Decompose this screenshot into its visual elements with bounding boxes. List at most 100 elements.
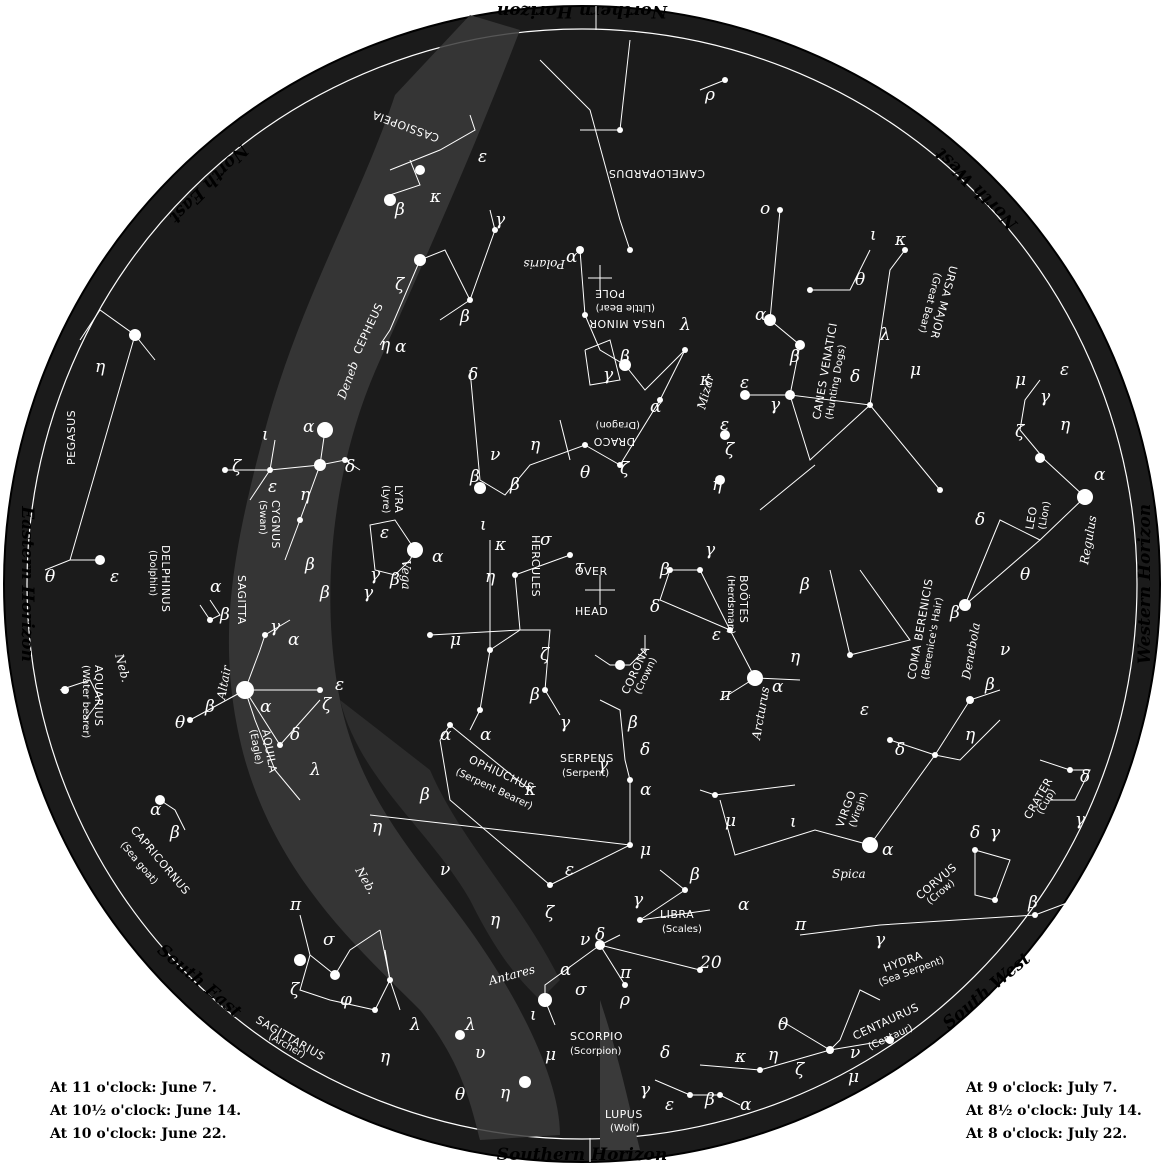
star-polaris bbox=[576, 246, 584, 254]
svg-text:β: β bbox=[984, 675, 995, 695]
svg-text:π: π bbox=[289, 895, 302, 915]
star-arcturus bbox=[747, 670, 763, 686]
label-libra: LIBRA bbox=[660, 908, 694, 921]
svg-text:τ: τ bbox=[575, 557, 585, 577]
svg-text:ι: ι bbox=[262, 425, 269, 445]
star bbox=[330, 970, 340, 980]
svg-text:θ: θ bbox=[855, 270, 865, 290]
svg-text:ρ: ρ bbox=[704, 85, 715, 105]
label-bootes-sub: (Herdsman) bbox=[725, 575, 736, 634]
svg-text:γ: γ bbox=[990, 823, 1001, 843]
star bbox=[740, 390, 750, 400]
svg-text:β: β bbox=[949, 603, 960, 623]
svg-text:γ: γ bbox=[1075, 810, 1086, 830]
svg-text:γ: γ bbox=[640, 1080, 651, 1100]
star bbox=[455, 1030, 465, 1040]
svg-text:ζ: ζ bbox=[620, 459, 631, 479]
star-regulus bbox=[1077, 489, 1093, 505]
svg-text:ε: ε bbox=[478, 147, 487, 167]
svg-text:β: β bbox=[304, 555, 315, 575]
star-vega bbox=[407, 542, 423, 558]
svg-text:λ: λ bbox=[879, 325, 891, 345]
svg-text:γ: γ bbox=[598, 755, 609, 775]
svg-text:α: α bbox=[650, 397, 662, 417]
svg-text:α: α bbox=[772, 677, 784, 697]
svg-text:ι: ι bbox=[870, 225, 877, 245]
label-delphinus-sub: (Dolphin) bbox=[147, 550, 158, 596]
svg-text:η: η bbox=[712, 475, 723, 495]
svg-text:μ: μ bbox=[910, 360, 921, 380]
svg-text:ι: ι bbox=[480, 515, 487, 535]
svg-text:γ: γ bbox=[495, 210, 506, 230]
svg-text:ζ: ζ bbox=[290, 980, 301, 1000]
label-cygnus: CYGNUS bbox=[269, 500, 282, 549]
star bbox=[720, 430, 730, 440]
label-lupus-sub: (Wolf) bbox=[610, 1123, 640, 1134]
svg-text:η: η bbox=[490, 910, 501, 930]
svg-text:ζ: ζ bbox=[1015, 422, 1026, 442]
svg-text:σ: σ bbox=[575, 980, 587, 1000]
label-libra-sub: (Scales) bbox=[662, 924, 702, 935]
star bbox=[414, 254, 426, 266]
southern-horizon-label: Southern Horizon bbox=[497, 1145, 667, 1165]
star bbox=[595, 940, 605, 950]
svg-text:β: β bbox=[619, 347, 630, 367]
star-spica bbox=[862, 837, 878, 853]
svg-text:α: α bbox=[740, 1095, 752, 1115]
star bbox=[886, 1036, 894, 1044]
svg-text:θ: θ bbox=[580, 463, 590, 483]
label-leo: LEO bbox=[1023, 505, 1040, 530]
svg-text:δ: δ bbox=[290, 725, 300, 745]
svg-text:θ: θ bbox=[45, 567, 55, 587]
svg-text:ν: ν bbox=[1000, 640, 1010, 660]
svg-text:α: α bbox=[303, 417, 315, 437]
star bbox=[155, 795, 165, 805]
vega-label: Vega bbox=[399, 560, 413, 590]
label-cygnus-sub: (Swan) bbox=[257, 500, 268, 535]
label-pegasus: PEGASUS bbox=[65, 410, 78, 465]
svg-text:θ: θ bbox=[175, 713, 185, 733]
svg-text:γ: γ bbox=[560, 713, 571, 733]
svg-text:α: α bbox=[288, 630, 300, 650]
label-leo-sub: (Lion) bbox=[1037, 500, 1053, 530]
svg-text:ν: ν bbox=[850, 1043, 860, 1063]
svg-text:β: β bbox=[169, 823, 180, 843]
svg-text:ε: ε bbox=[860, 700, 869, 720]
svg-text:α: α bbox=[738, 895, 750, 915]
polaris-label: Polaris bbox=[523, 257, 566, 271]
svg-text:α: α bbox=[1094, 465, 1106, 485]
star bbox=[764, 314, 776, 326]
svg-text:α: α bbox=[755, 305, 767, 325]
svg-text:α: α bbox=[566, 247, 578, 267]
svg-text:δ: δ bbox=[640, 740, 650, 760]
svg-text:α: α bbox=[480, 725, 492, 745]
svg-text:β: β bbox=[394, 200, 405, 220]
time-entry: At 9 o'clock: July 7. bbox=[966, 1080, 1118, 1096]
svg-text:ζ: ζ bbox=[322, 695, 333, 715]
svg-text:κ: κ bbox=[734, 1047, 746, 1067]
svg-text:α: α bbox=[395, 337, 407, 357]
stars bbox=[61, 165, 1093, 1088]
star bbox=[966, 696, 974, 704]
svg-text:α: α bbox=[440, 725, 452, 745]
svg-text:η: η bbox=[95, 357, 106, 377]
eastern-horizon-label: Eastern Horizon bbox=[17, 505, 37, 662]
svg-text:υ: υ bbox=[475, 1043, 485, 1063]
star bbox=[1035, 453, 1045, 463]
svg-text:β: β bbox=[659, 560, 670, 580]
svg-text:ι: ι bbox=[790, 812, 797, 832]
label-aquarius: AQUARIUS bbox=[92, 665, 105, 727]
svg-text:θ: θ bbox=[455, 1085, 465, 1105]
svg-text:δ: δ bbox=[660, 1043, 670, 1063]
pole-label: POLE bbox=[595, 287, 625, 300]
svg-text:δ: δ bbox=[650, 597, 660, 617]
svg-text:η: η bbox=[790, 647, 801, 667]
star bbox=[314, 459, 326, 471]
svg-text:β: β bbox=[799, 575, 810, 595]
svg-text:γ: γ bbox=[770, 395, 781, 415]
label-serpens-sub: (Serpent) bbox=[562, 768, 609, 779]
time-entry: At 8 o'clock: July 22. bbox=[966, 1126, 1128, 1142]
svg-text:α: α bbox=[150, 800, 162, 820]
star bbox=[129, 329, 141, 341]
svg-text:δ: δ bbox=[970, 823, 980, 843]
